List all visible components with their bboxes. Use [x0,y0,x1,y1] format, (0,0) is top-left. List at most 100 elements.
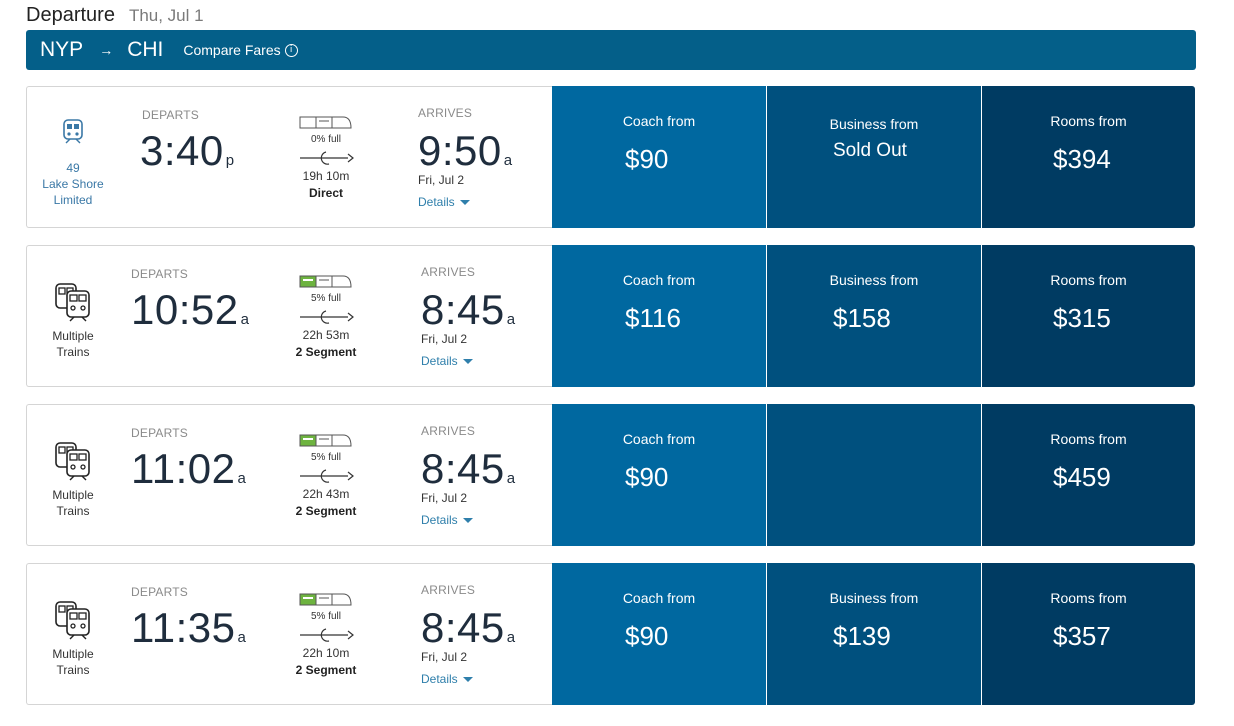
train-name: Multiple [52,488,94,502]
compare-fares-link[interactable]: Compare Fares i [183,42,298,58]
train-result-row: Multiple Trains DEPARTS 11:35 a 5% full 22h 10… [26,563,1195,705]
coach-fare-button[interactable]: Coach from $90 [552,86,766,228]
rooms-fare-button[interactable]: Rooms from $357 [982,563,1195,705]
train-info: Multiple Trains [27,564,119,704]
multiple-trains-icon [54,600,92,645]
details-label: Details [421,354,458,368]
coach-fare-label: Coach from [622,113,696,129]
departure-ampm: a [240,311,250,328]
arrival-time-value: 9:50 [418,127,502,174]
info-icon[interactable]: i [284,43,298,57]
coach-fare-price: $116 [625,303,681,333]
departure-time: 10:52 a [131,286,249,334]
arrival-ampm: a [503,152,513,169]
rooms-fare-button[interactable]: Rooms from $394 [982,86,1195,228]
occupancy-icon [286,275,366,289]
rooms-fare-label: Rooms from [1050,272,1127,288]
arrival-time: 9:50 a [418,127,513,175]
train-name-line2: Trains [56,345,90,359]
occupancy-icon [286,434,366,448]
arrives-label: ARRIVES [421,424,476,438]
overnight-duration-icon [286,310,366,324]
arrival-time-value: 8:45 [421,286,505,333]
departure-time-value: 3:40 [140,127,224,174]
departs-label: DEPARTS [142,108,199,122]
trip-summary: Multiple Trains DEPARTS 11:35 a 5% full 22h 10… [26,563,553,705]
occupancy-text: 0% full [310,134,341,145]
rooms-fare-price: $315 [1053,303,1111,333]
train-name: Multiple [52,329,94,343]
train-name-line2[interactable]: Limited [53,193,93,207]
rooms-fare-button[interactable]: Rooms from $459 [982,404,1195,546]
departure-time: 3:40 p [140,127,235,175]
arrival-time: 8:45 a [421,445,516,493]
coach-fare-price: $90 [625,621,669,651]
trip-summary: Multiple Trains DEPARTS 11:02 a 5% full 22h 43… [26,404,553,546]
page-title: Departure [26,4,115,26]
overnight-duration-icon [286,151,366,165]
train-name[interactable]: Lake Shore [42,177,104,191]
trip-duration: 19h 10m [302,169,350,183]
single-train-icon [62,119,84,150]
coach-fare-price: $90 [625,462,669,492]
trip-duration: 22h 53m [302,328,350,342]
coach-fare-price: $90 [625,144,669,174]
arrives-label: ARRIVES [418,106,473,120]
arrival-ampm: a [506,629,516,646]
details-toggle[interactable]: Details [421,354,473,368]
arrival-time-value: 8:45 [421,604,505,651]
train-name-line2: Trains [56,504,90,518]
occupancy-text: 5% full [310,611,341,622]
business-fare-button[interactable]: Business from $158 [767,245,981,387]
train-number[interactable]: 49 [66,161,80,175]
segment-count: 2 Segment [295,345,357,359]
occupancy-text: 5% full [310,293,341,304]
details-label: Details [421,672,458,686]
arrival-date: Fri, Jul 2 [421,491,468,505]
coach-fare-button[interactable]: Coach from $90 [552,404,766,546]
rooms-fare-price: $394 [1053,144,1111,174]
rooms-fare-label: Rooms from [1050,431,1127,447]
occupancy-text: 5% full [310,452,341,463]
business-fare-button[interactable]: Business from $139 [767,563,981,705]
chevron-down-icon [462,358,473,364]
departure-time: 11:02 a [131,445,246,493]
departure-ampm: a [237,629,247,646]
multiple-trains-icon [54,441,92,486]
departure-time-value: 11:35 [131,604,236,651]
departure-ampm: a [237,470,247,487]
arrival-date: Fri, Jul 2 [418,173,465,187]
details-toggle[interactable]: Details [418,195,470,209]
route-destination: CHI [127,38,164,61]
rooms-fare-label: Rooms from [1050,113,1127,129]
business-fare-price: $158 [833,303,891,333]
details-toggle[interactable]: Details [421,672,473,686]
trip-duration: 22h 43m [302,487,350,501]
rooms-fare-price: $459 [1053,462,1111,492]
rooms-fare-price: $357 [1053,621,1111,651]
departure-time: 11:35 a [131,604,246,652]
route-bar: NYP → CHI Compare Fares i [26,30,1196,70]
coach-fare-label: Coach from [622,590,696,606]
train-name: Multiple [52,647,94,661]
coach-fare-button[interactable]: Coach from $116 [552,245,766,387]
train-name-line2: Trains [56,663,90,677]
arrival-date: Fri, Jul 2 [421,332,468,346]
train-info: 49 Lake Shore Limited [27,87,119,227]
trip-summary: Multiple Trains DEPARTS 10:52 a 5% full 22h 53… [26,245,553,387]
details-toggle[interactable]: Details [421,513,473,527]
chevron-down-icon [459,199,470,205]
route-arrow-icon: → [99,42,114,58]
departure-date: Thu, Jul 1 [128,6,204,25]
business-fare-label: Business from [829,590,919,606]
train-info: Multiple Trains [27,405,119,545]
business-fare-price: $139 [833,621,891,651]
arrives-label: ARRIVES [421,265,476,279]
multiple-trains-icon [54,282,92,327]
rooms-fare-button[interactable]: Rooms from $315 [982,245,1195,387]
departure-ampm: p [225,152,235,169]
coach-fare-button[interactable]: Coach from $90 [552,563,766,705]
route-origin: NYP [40,38,84,61]
business-fare-label: Business from [829,116,919,132]
business-fare-button: Business from Sold Out [767,86,981,228]
